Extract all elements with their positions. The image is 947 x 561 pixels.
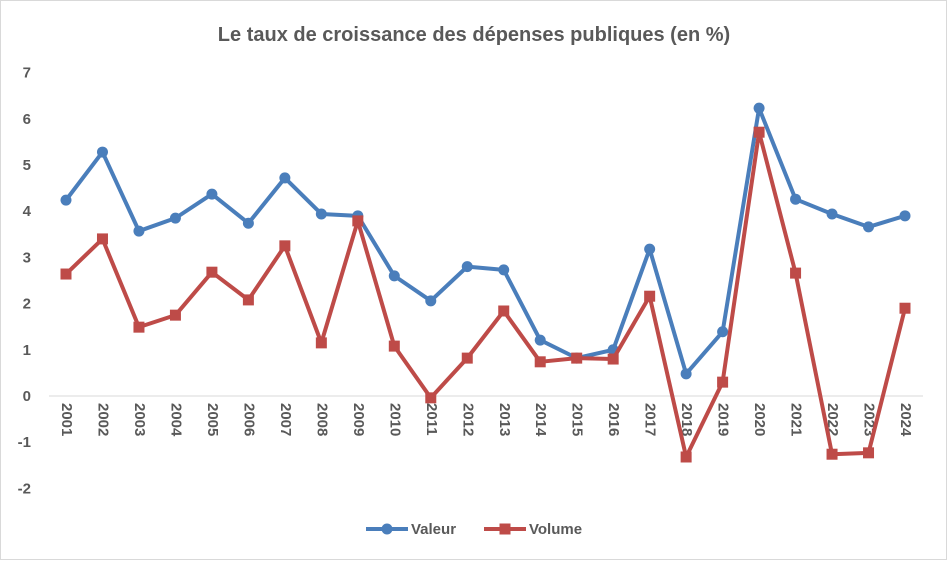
x-tick-label: 2021 [788,403,805,436]
data-point [899,210,911,222]
y-axis: -2 -1 0 1 2 3 4 5 6 7 [18,65,32,498]
chart-title: Le taux de croissance des dépenses publi… [218,24,730,46]
data-point [169,309,181,321]
x-tick-label: 2015 [569,403,586,436]
data-point [826,208,838,220]
data-point [96,233,108,245]
data-point [133,321,145,333]
x-tick-label: 2018 [678,403,695,436]
x-tick-label: 2012 [459,403,476,436]
x-tick-label: 2006 [240,403,257,436]
legend: Valeur Volume [366,521,582,538]
x-tick-label: 2003 [131,403,148,436]
y-tick-label: -2 [18,480,31,497]
data-point [425,295,437,307]
data-point [425,392,437,404]
data-point [96,146,108,158]
data-point [60,194,72,206]
data-point [753,102,765,114]
y-tick-label: 4 [23,203,32,220]
legend-label: Volume [529,521,582,538]
data-point [206,266,218,278]
y-tick-label: 6 [23,111,31,128]
data-point [388,270,400,282]
series-line [64,106,906,376]
x-tick-label: 2011 [423,403,440,436]
data-point [571,352,583,364]
x-tick-label: 2014 [532,403,549,437]
data-point [352,215,364,227]
x-tick-label: 2017 [642,403,659,436]
x-tick-label: 2010 [386,403,403,436]
data-point [680,368,692,380]
x-tick-label: 2016 [605,403,622,436]
x-tick-label: 2020 [751,403,768,436]
data-point [315,208,327,220]
data-point [60,268,72,280]
series-line [64,130,907,459]
data-point [279,240,291,252]
data-point [206,188,218,200]
y-tick-label: 7 [23,65,31,82]
data-point [680,451,692,463]
data-point [790,267,802,279]
x-tick-label: 2004 [167,403,184,437]
series-group [60,102,911,463]
x-tick-label: 2008 [313,403,330,436]
data-point [534,334,546,346]
series-valeur [60,102,911,380]
y-tick-label: 1 [23,342,31,359]
y-tick-label: 2 [23,296,31,313]
data-point [644,243,656,255]
y-tick-label: 3 [23,249,31,266]
legend-marker-circle-icon [381,523,393,535]
data-point [899,302,911,314]
x-tick-label: 2024 [897,403,914,437]
legend-label: Valeur [411,521,456,538]
data-point [461,352,473,364]
data-point [315,337,327,349]
y-tick-label: 5 [23,157,31,174]
data-point [753,126,765,138]
data-point [790,193,802,205]
data-point [717,376,729,388]
data-point [826,448,838,460]
y-tick-label: -1 [18,434,31,451]
data-point [607,353,619,365]
x-tick-label: 2013 [496,403,513,436]
data-point [242,217,254,229]
x-tick-label: 2002 [95,403,112,436]
data-point [498,264,510,276]
data-point [717,326,729,338]
y-tick-label: 0 [23,388,31,405]
data-point [133,225,145,237]
x-tick-label: 2001 [58,403,75,436]
data-point [242,294,254,306]
data-point [863,221,875,233]
series-volume [60,126,911,463]
data-point [498,305,510,317]
x-tick-label: 2019 [715,403,732,436]
data-point [534,356,546,368]
data-point [279,172,291,184]
data-point [863,447,875,459]
data-point [169,212,181,224]
x-tick-label: 2009 [350,403,367,436]
legend-marker-square-icon [499,523,511,535]
data-point [388,340,400,352]
data-point [644,290,656,302]
x-axis: 2001 2002 2003 2004 2005 2006 2007 2008 2009 2010… [58,403,914,437]
x-tick-label: 2007 [277,403,294,436]
x-tick-label: 2005 [204,403,221,436]
data-point [461,261,473,273]
